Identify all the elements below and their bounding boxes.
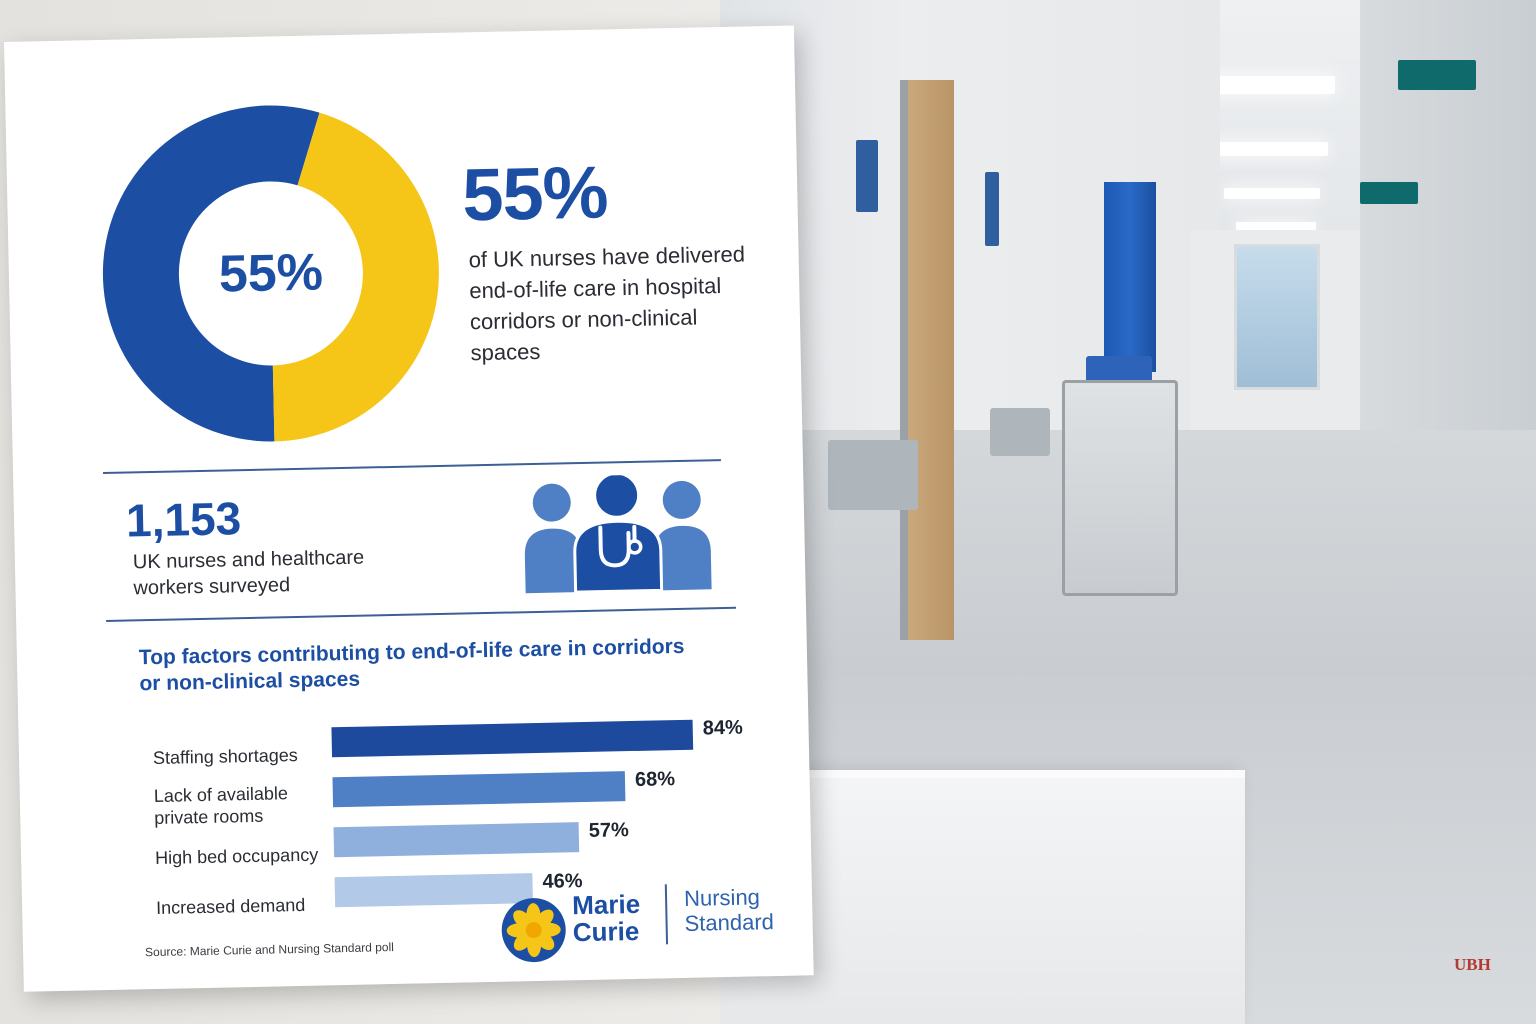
exit-sign <box>1360 182 1418 204</box>
counter-edge <box>600 770 1245 778</box>
marie-curie-logo-text: Marie Curie <box>571 888 641 948</box>
exit-sign <box>1398 60 1476 90</box>
wall-sign <box>856 140 878 212</box>
bar-value-label: 84% <box>702 716 743 740</box>
factors-bar-chart: 84% Staffing shortages 68% Lack of availabl… <box>138 682 802 919</box>
donut-chart: 55% <box>97 95 444 452</box>
survey-count: 1,153 <box>125 492 242 547</box>
survey-description: UK nurses and healthcare workers surveye… <box>132 546 365 600</box>
donut-slice-0 <box>102 105 320 442</box>
bar-2 <box>333 822 580 858</box>
bar-3 <box>334 873 533 908</box>
bar-0 <box>331 719 694 758</box>
donut-center-label: 55% <box>218 243 324 304</box>
donut-slice-1 <box>272 112 439 442</box>
bar-value-label: 68% <box>634 768 676 791</box>
healthcare-team-icon <box>524 473 712 594</box>
wall-handrail <box>990 408 1050 456</box>
bar-category-label: Increased demand <box>155 894 306 919</box>
bar-value-label: 57% <box>588 819 629 842</box>
ceiling-light <box>1185 76 1335 94</box>
bar-category-label: High bed occupancy <box>154 844 319 869</box>
corridor-door <box>900 80 954 640</box>
donut-chart-svg <box>102 105 439 442</box>
headline-description: of UK nurses have delivered end-of-life … <box>468 241 746 366</box>
infographic-poster: 55% 55% of UK nurses have delivered end-… <box>4 25 814 992</box>
bar-category-label: Staffing shortages <box>152 745 298 769</box>
headline-percent: 55% <box>461 150 609 237</box>
wall-sign <box>985 172 999 246</box>
daffodil-logo-icon <box>501 898 566 963</box>
source-note: Source: Marie Curie and Nursing Standard… <box>144 940 394 960</box>
ceiling-light <box>1224 188 1320 199</box>
nursing-standard-logo-text: Nursing Standard <box>683 884 775 936</box>
medical-trolley <box>1062 380 1178 596</box>
ceiling-light <box>1208 142 1328 156</box>
bar-category-label: Lack of available private rooms <box>153 783 289 829</box>
watermark: UBH <box>1454 955 1491 974</box>
corridor-window <box>1234 244 1320 390</box>
privacy-curtain <box>1104 182 1156 372</box>
bar-chart-svg <box>331 719 694 908</box>
section-divider <box>106 606 737 622</box>
bar-1 <box>332 771 626 808</box>
section-divider <box>103 459 721 475</box>
wall-handrail <box>828 440 918 510</box>
ceiling-light <box>1236 222 1316 231</box>
